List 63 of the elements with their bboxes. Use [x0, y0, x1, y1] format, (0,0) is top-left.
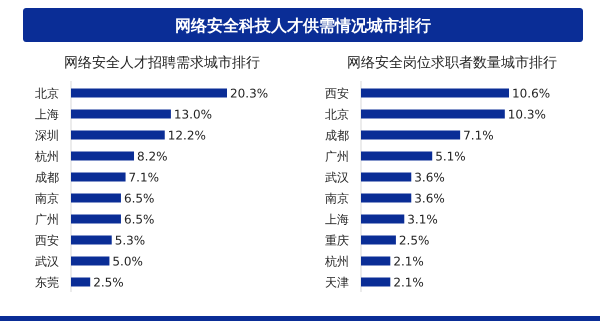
bar [71, 236, 112, 244]
data-label: 8.2% [137, 150, 168, 164]
bar [361, 256, 390, 266]
data-label: 12.2% [168, 128, 206, 142]
bar [71, 152, 134, 160]
chart-subtitle: 网络安全人才招聘需求城市排行 [64, 55, 260, 71]
data-label: 3.6% [414, 170, 445, 184]
bar [361, 172, 412, 182]
bar [361, 194, 412, 202]
bar [71, 88, 227, 98]
data-label: 5.3% [114, 234, 146, 248]
bar [71, 194, 121, 202]
y-tick-label: 东莞 [35, 276, 59, 290]
y-tick-label: 西安 [35, 234, 59, 248]
bar [71, 172, 126, 182]
data-label: 20.3% [230, 86, 268, 100]
data-label: 3.1% [407, 212, 438, 226]
data-label: 7.1% [128, 170, 160, 184]
y-tick-label: 杭州 [34, 150, 59, 164]
data-label: 13.0% [174, 108, 212, 122]
data-label: 6.5% [124, 192, 154, 206]
text: 网络安全科技人才供需情况城市排行 [175, 16, 431, 35]
y-tick-label: 广州 [35, 212, 59, 226]
y-tick-label: 南京 [35, 192, 59, 206]
y-tick-label: 北京 [35, 86, 59, 100]
data-label: 6.5% [124, 212, 154, 226]
bar [361, 130, 460, 140]
data-label: 5.0% [112, 254, 143, 268]
y-tick-label: 天津 [325, 276, 349, 290]
data-label: 3.6% [414, 192, 445, 206]
bar [361, 88, 509, 98]
data-label: 2.5% [93, 276, 124, 290]
data-label: 10.3% [508, 108, 546, 122]
chart-subtitle: 网络安全岗位求职者数量城市排行 [347, 55, 557, 71]
y-tick-label: 武汉 [325, 170, 349, 184]
bar [361, 278, 390, 286]
y-tick-label: 上海 [35, 108, 59, 122]
y-tick-label: 成都 [35, 170, 59, 184]
y-tick-label: 成都 [325, 128, 349, 142]
bar [71, 130, 165, 140]
data-label: 7.1% [463, 128, 494, 142]
bar [361, 110, 505, 118]
y-tick-label: 深圳 [35, 128, 59, 142]
bar [71, 110, 171, 118]
bar [361, 214, 404, 224]
bar [71, 214, 121, 224]
data-label: 2.1% [393, 254, 424, 268]
data-label: 2.5% [398, 234, 430, 248]
y-tick-label: 西安 [325, 86, 349, 100]
bar [361, 152, 432, 160]
bar [361, 236, 396, 244]
y-tick-label: 杭州 [324, 254, 349, 268]
y-tick-label: 武汉 [35, 254, 59, 268]
y-tick-label: 南京 [325, 192, 349, 206]
data-label: 10.6% [512, 86, 550, 100]
bar [71, 278, 90, 286]
data-label: 5.1% [435, 150, 466, 164]
y-tick-label: 北京 [325, 108, 349, 122]
y-tick-label: 重庆 [325, 234, 349, 248]
y-tick-label: 广州 [325, 150, 349, 164]
y-tick-label: 上海 [325, 212, 349, 226]
bar [71, 256, 110, 266]
data-label: 2.1% [393, 276, 424, 290]
